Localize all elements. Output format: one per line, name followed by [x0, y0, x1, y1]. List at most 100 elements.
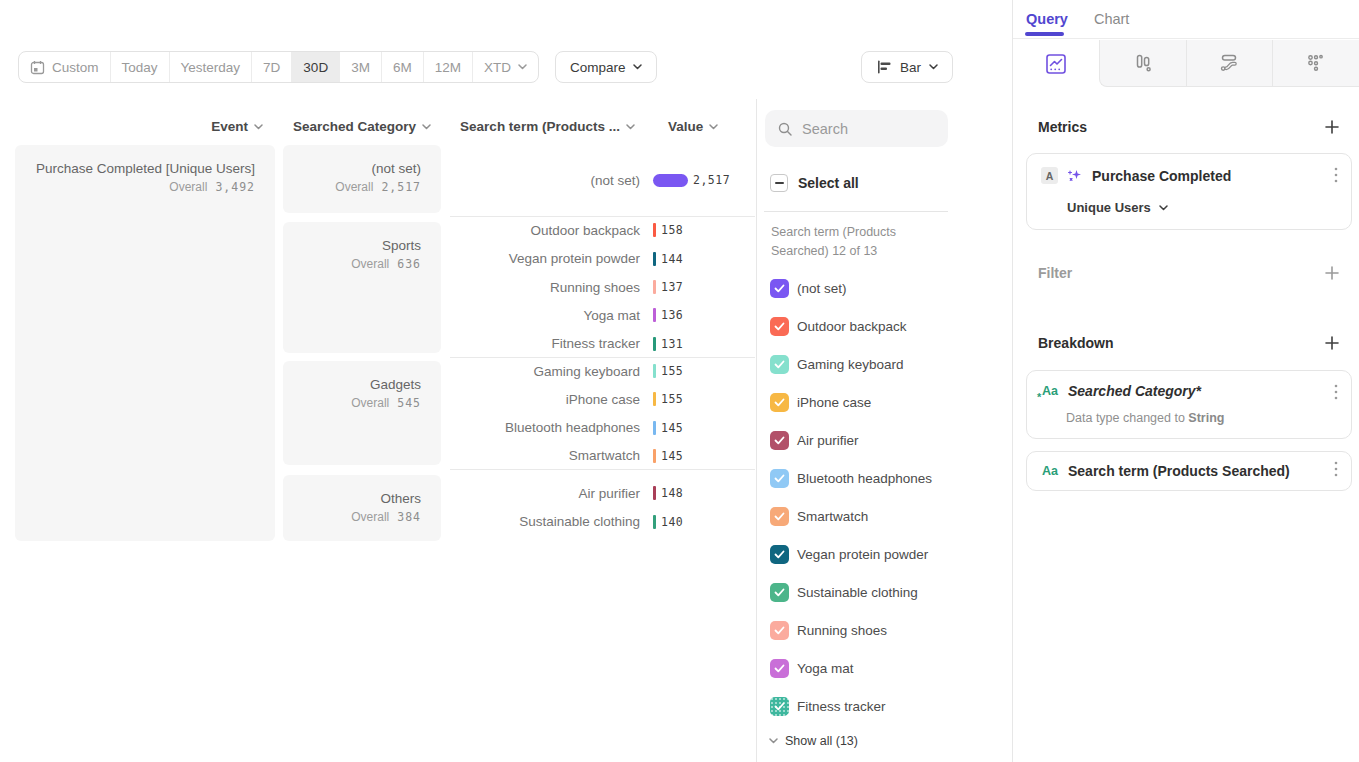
legend-item[interactable]: Smartwatch	[770, 497, 932, 535]
legend-item[interactable]: (not set)	[770, 269, 932, 307]
event-card[interactable]: Purchase Completed [Unique Users] Overal…	[15, 145, 275, 541]
date-range-30d[interactable]: 30D	[291, 52, 339, 82]
legend-item-label: iPhone case	[797, 395, 871, 410]
legend-item[interactable]: Bluetooth headphones	[770, 459, 932, 497]
kebab-menu-icon[interactable]	[1334, 167, 1338, 187]
legend-item[interactable]: iPhone case	[770, 383, 932, 421]
term-group: Outdoor backpack 158Vegan protein powder…	[450, 216, 755, 357]
flows-tab[interactable]	[1186, 40, 1273, 87]
category-card[interactable]: Sports Overall636	[283, 222, 441, 353]
event-name: Purchase Completed [Unique Users]	[25, 160, 255, 178]
legend-item[interactable]: Air purifier	[770, 421, 932, 459]
date-range-custom[interactable]: Custom	[19, 52, 110, 82]
checked-checkbox[interactable]	[770, 507, 789, 526]
kebab-menu-icon[interactable]	[1334, 384, 1338, 404]
date-range-label: Today	[122, 60, 158, 75]
value-number: 136	[661, 308, 683, 322]
checked-checkbox[interactable]	[770, 697, 789, 716]
breakdown-card[interactable]: Aa* Searched Category* Data type changed…	[1026, 370, 1352, 439]
add-metric-button[interactable]	[1325, 120, 1339, 138]
legend-search[interactable]	[765, 110, 948, 147]
date-range-today[interactable]: Today	[110, 52, 169, 82]
value-number: 155	[661, 392, 683, 406]
legend-item-label: Air purifier	[797, 433, 859, 448]
checked-checkbox[interactable]	[770, 469, 789, 488]
chart-type-label: Bar	[900, 60, 921, 75]
value-bar[interactable]	[653, 174, 688, 187]
insights-tab[interactable]	[1013, 40, 1099, 87]
legend-item[interactable]: Running shoes	[770, 611, 932, 649]
checked-checkbox[interactable]	[770, 317, 789, 336]
select-all-checkbox[interactable]	[770, 174, 788, 192]
search-icon	[777, 121, 793, 137]
checked-checkbox[interactable]	[770, 583, 789, 602]
tab-query[interactable]: Query	[1026, 11, 1068, 27]
legend-item[interactable]: Vegan protein powder	[770, 535, 932, 573]
legend-item[interactable]: Gaming keyboard	[770, 345, 932, 383]
date-range-3m[interactable]: 3M	[339, 52, 381, 82]
value-bar[interactable]	[653, 421, 656, 435]
funnels-tab[interactable]	[1099, 40, 1186, 87]
date-range-label: 30D	[303, 60, 328, 75]
kebab-menu-icon[interactable]	[1334, 461, 1338, 481]
checked-checkbox[interactable]	[770, 659, 789, 678]
value-bar[interactable]	[653, 486, 656, 500]
checked-checkbox[interactable]	[770, 355, 789, 374]
overall-value: 2,517	[381, 178, 421, 197]
add-breakdown-button[interactable]	[1325, 336, 1339, 354]
date-range-label: 7D	[263, 60, 280, 75]
tab-chart[interactable]: Chart	[1094, 11, 1129, 27]
category-card[interactable]: (not set) Overall2,517	[283, 145, 441, 213]
retention-tab[interactable]	[1272, 40, 1359, 87]
legend-item[interactable]: Sustainable clothing	[770, 573, 932, 611]
legend-item[interactable]: Outdoor backpack	[770, 307, 932, 345]
select-all[interactable]: Select all	[770, 174, 859, 192]
column-header-searched-category[interactable]: Searched Category	[283, 118, 441, 135]
value-bar[interactable]	[653, 515, 656, 529]
legend-item-label: Yoga mat	[797, 661, 854, 676]
term-row: Outdoor backpack 158	[450, 216, 755, 244]
category-name: Sports	[293, 237, 421, 255]
checked-checkbox[interactable]	[770, 279, 789, 298]
legend-item-label: Vegan protein powder	[797, 547, 928, 562]
value-bar[interactable]	[653, 280, 656, 294]
term-label: Yoga mat	[450, 308, 645, 323]
date-range-yesterday[interactable]: Yesterday	[169, 52, 252, 82]
date-range-6m[interactable]: 6M	[381, 52, 423, 82]
column-header-value[interactable]: Value	[645, 118, 718, 135]
checked-checkbox[interactable]	[770, 393, 789, 412]
search-input[interactable]	[802, 121, 922, 137]
compare-button[interactable]: Compare	[555, 51, 658, 83]
column-header-search-term[interactable]: Search term (Products ...	[450, 118, 645, 135]
checked-checkbox[interactable]	[770, 621, 789, 640]
category-card[interactable]: Others Overall384	[283, 475, 441, 541]
legend-list-label: Search term (Products Searched) 12 of 13	[771, 223, 921, 261]
value-bar[interactable]	[653, 392, 656, 406]
value-bar[interactable]	[653, 223, 656, 237]
value-bar[interactable]	[653, 252, 656, 266]
value-bar[interactable]	[653, 308, 656, 322]
value-bar[interactable]	[653, 337, 656, 351]
measure-selector[interactable]: Unique Users	[1067, 200, 1168, 215]
category-card[interactable]: Gadgets Overall545	[283, 361, 441, 465]
funnels-tab-icon	[1132, 52, 1154, 74]
date-range-7d[interactable]: 7D	[251, 52, 291, 82]
term-label: Smartwatch	[450, 448, 645, 463]
value-bar[interactable]	[653, 364, 656, 378]
legend-item[interactable]: Fitness tracker	[770, 687, 932, 725]
report-type-tabs	[1013, 40, 1359, 87]
add-filter-button[interactable]	[1325, 266, 1339, 284]
show-all-button[interactable]: Show all (13)	[769, 731, 858, 751]
metric-card[interactable]: A Purchase Completed Unique Users	[1026, 153, 1352, 230]
breakdown-card[interactable]: Aa Search term (Products Searched)	[1026, 451, 1352, 491]
term-label: Outdoor backpack	[450, 223, 645, 238]
checked-checkbox[interactable]	[770, 431, 789, 450]
legend-item[interactable]: Yoga mat	[770, 649, 932, 687]
chart-type-button[interactable]: Bar	[861, 51, 953, 83]
value-bar[interactable]	[653, 449, 656, 463]
column-header-event[interactable]: Event	[15, 118, 275, 135]
date-range-12m[interactable]: 12M	[423, 52, 472, 82]
date-range-xtd[interactable]: XTD	[472, 52, 538, 82]
checked-checkbox[interactable]	[770, 545, 789, 564]
chevron-down-icon	[518, 64, 527, 70]
